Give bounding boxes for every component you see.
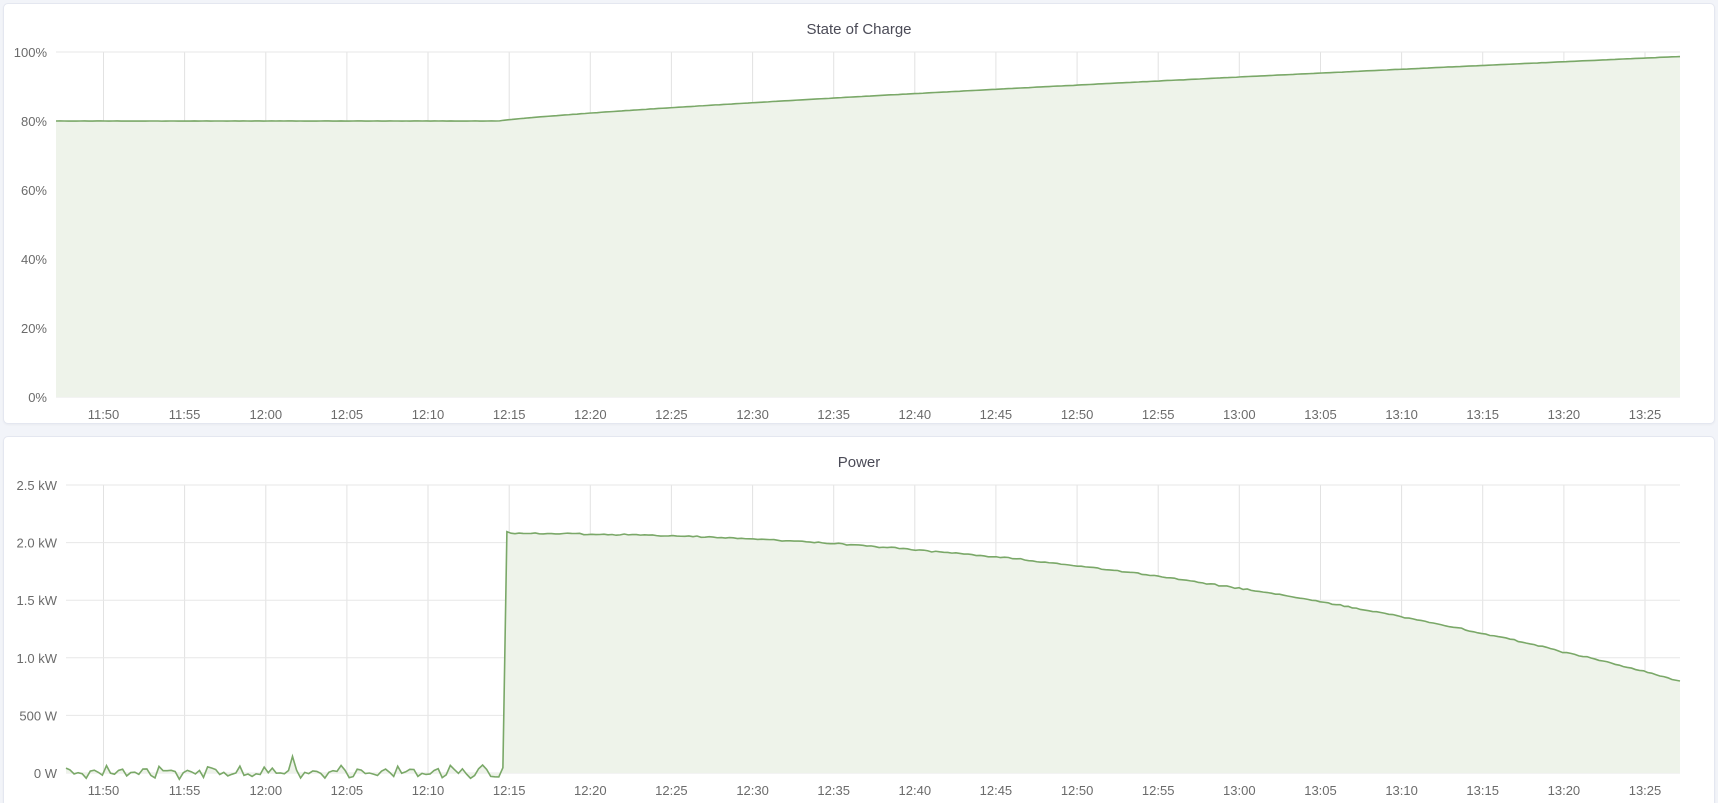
svg-text:60%: 60% — [21, 183, 47, 198]
svg-text:11:50: 11:50 — [88, 783, 120, 798]
svg-text:13:20: 13:20 — [1548, 783, 1581, 798]
svg-text:12:05: 12:05 — [331, 783, 364, 798]
svg-text:80%: 80% — [21, 114, 47, 129]
svg-text:13:10: 13:10 — [1385, 407, 1418, 422]
svg-text:12:15: 12:15 — [493, 407, 526, 422]
svg-text:12:20: 12:20 — [574, 783, 607, 798]
svg-text:12:30: 12:30 — [736, 783, 769, 798]
svg-text:12:50: 12:50 — [1061, 783, 1094, 798]
svg-text:40%: 40% — [21, 252, 47, 267]
svg-text:12:50: 12:50 — [1061, 407, 1094, 422]
svg-text:12:40: 12:40 — [899, 783, 932, 798]
svg-text:13:00: 13:00 — [1223, 783, 1256, 798]
svg-text:13:10: 13:10 — [1385, 783, 1418, 798]
svg-text:13:15: 13:15 — [1466, 783, 1499, 798]
svg-text:11:55: 11:55 — [169, 407, 201, 422]
svg-text:12:35: 12:35 — [817, 783, 850, 798]
svg-text:11:50: 11:50 — [88, 407, 120, 422]
svg-text:1.0 kW: 1.0 kW — [17, 651, 58, 666]
svg-text:13:25: 13:25 — [1629, 407, 1662, 422]
svg-text:12:05: 12:05 — [331, 407, 364, 422]
svg-text:500 W: 500 W — [19, 708, 57, 723]
svg-text:11:55: 11:55 — [169, 783, 201, 798]
svg-text:12:35: 12:35 — [817, 407, 850, 422]
svg-text:13:15: 13:15 — [1466, 407, 1499, 422]
svg-text:12:55: 12:55 — [1142, 783, 1175, 798]
svg-text:12:20: 12:20 — [574, 407, 607, 422]
svg-text:12:00: 12:00 — [250, 407, 283, 422]
svg-text:20%: 20% — [21, 321, 47, 336]
svg-text:13:25: 13:25 — [1629, 783, 1662, 798]
svg-text:13:05: 13:05 — [1304, 783, 1337, 798]
svg-text:12:25: 12:25 — [655, 783, 688, 798]
svg-text:12:15: 12:15 — [493, 783, 526, 798]
svg-text:13:20: 13:20 — [1548, 407, 1581, 422]
svg-text:12:30: 12:30 — [736, 407, 769, 422]
svg-text:0 W: 0 W — [34, 766, 58, 781]
svg-text:12:40: 12:40 — [899, 407, 932, 422]
svg-text:12:45: 12:45 — [980, 783, 1013, 798]
svg-text:12:10: 12:10 — [412, 783, 445, 798]
svg-text:1.5 kW: 1.5 kW — [17, 593, 58, 608]
svg-text:2.5 kW: 2.5 kW — [17, 478, 58, 493]
svg-text:12:25: 12:25 — [655, 407, 688, 422]
svg-text:13:00: 13:00 — [1223, 407, 1256, 422]
svg-text:0%: 0% — [28, 390, 47, 405]
svg-text:100%: 100% — [14, 45, 48, 60]
svg-text:12:55: 12:55 — [1142, 407, 1175, 422]
svg-text:2.0 kW: 2.0 kW — [17, 536, 58, 551]
svg-text:13:05: 13:05 — [1304, 407, 1337, 422]
svg-text:12:00: 12:00 — [250, 783, 283, 798]
svg-text:12:45: 12:45 — [980, 407, 1013, 422]
svg-text:12:10: 12:10 — [412, 407, 445, 422]
